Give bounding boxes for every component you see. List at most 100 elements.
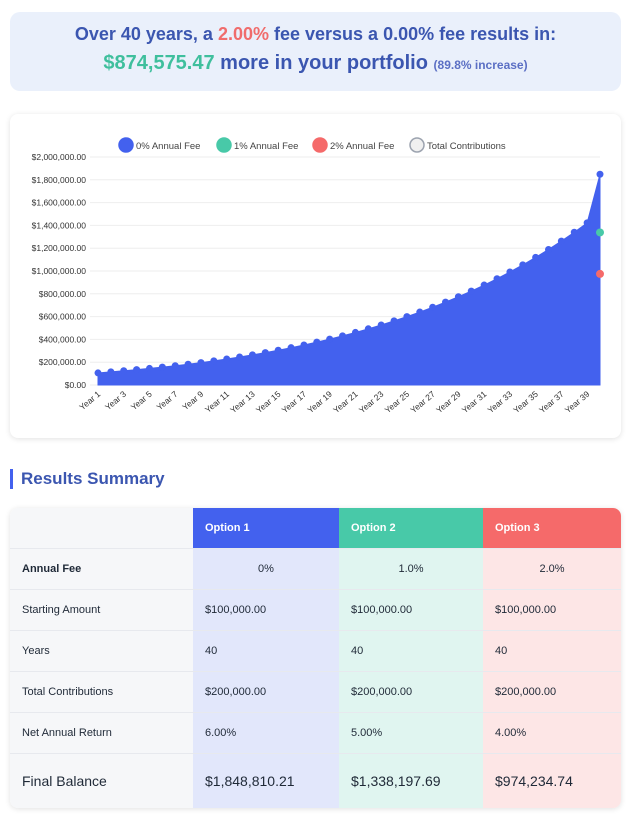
series-0pct-point [223, 355, 231, 363]
x-tick-label: Year 27 [408, 389, 437, 415]
legend-swatch-1 [118, 137, 134, 153]
y-tick-label: $1,400,000.00 [32, 220, 87, 230]
x-tick-label: Year 29 [434, 389, 463, 415]
cell-option-2: 40 [339, 630, 483, 672]
header-empty [10, 508, 193, 549]
cell-option-2: 5.00% [339, 712, 483, 754]
series-0pct-point [248, 351, 256, 359]
cell-option-2: $1,338,197.69 [339, 753, 483, 808]
results-summary-title: Results Summary [10, 469, 165, 489]
results-table: Option 1 Option 2 Option 3 Annual Fee 0%… [10, 508, 621, 808]
y-tick-label: $0.00 [65, 380, 87, 390]
series-0pct-point [390, 317, 398, 325]
series-0pct-point [107, 368, 115, 376]
table-row: Net Annual Return 6.00% 5.00% 4.00% [10, 712, 621, 754]
legend-label-2: 1% Annual Fee [234, 141, 298, 152]
x-tick-label: Year 15 [254, 389, 283, 415]
banner-amount: $874,575.47 [103, 52, 215, 74]
series-0pct-point [274, 346, 282, 354]
result-banner: Over 40 years, a 2.00% fee versus a 0.00… [10, 12, 621, 91]
table-row: Starting Amount $100,000.00 $100,000.00 … [10, 589, 621, 631]
series-0pct-point [339, 332, 347, 340]
banner-mid: fee versus a [269, 24, 384, 44]
cell-option-3: $200,000.00 [483, 671, 621, 713]
series-0pct-point [416, 308, 424, 316]
table-header-row: Option 1 Option 2 Option 3 [10, 508, 621, 549]
table-row-final-balance: Final Balance $1,848,810.21 $1,338,197.6… [10, 753, 621, 808]
cell-option-1: 0% [193, 548, 339, 590]
x-tick-label: Year 1 [77, 389, 102, 412]
row-label: Net Annual Return [10, 712, 193, 754]
x-tick-label: Year 23 [357, 389, 386, 415]
y-tick-label: $200,000.00 [39, 357, 87, 367]
header-option-2: Option 2 [339, 508, 483, 549]
series-0pct-point [454, 293, 462, 301]
x-tick-label: Year 21 [331, 389, 360, 415]
series-0pct-point [133, 366, 141, 374]
x-tick-label: Year 33 [486, 389, 515, 415]
legend-label-3: 2% Annual Fee [330, 141, 394, 152]
y-tick-label: $1,800,000.00 [32, 175, 87, 185]
x-tick-label: Year 25 [383, 389, 412, 415]
banner-increase: (89.8% increase) [433, 58, 528, 72]
y-tick-label: $1,600,000.00 [32, 198, 87, 208]
table-row: Total Contributions $200,000.00 $200,000… [10, 671, 621, 713]
series-0pct-point [403, 313, 411, 321]
series-0pct-point [261, 349, 269, 357]
cell-option-2: $100,000.00 [339, 589, 483, 631]
series-0pct-point [467, 287, 475, 295]
row-label: Years [10, 630, 193, 672]
y-tick-label: $400,000.00 [39, 334, 87, 344]
series-0pct-point [545, 245, 553, 253]
header-option-1: Option 1 [193, 508, 339, 549]
series-0pct-point [532, 253, 540, 261]
table-row: Years 40 40 40 [10, 630, 621, 672]
series-0pct-point [570, 228, 578, 236]
x-tick-label: Year 3 [103, 389, 128, 412]
legend-swatch-2 [216, 137, 232, 153]
banner-result: $874,575.47 more in your portfolio (89.8… [10, 52, 621, 75]
growth-chart-card: 0% Annual Fee 1% Annual Fee 2% Annual Fee T… [10, 114, 621, 438]
cell-option-1: $100,000.00 [193, 589, 339, 631]
y-tick-label: $1,000,000.00 [32, 266, 87, 276]
x-tick-label: Year 39 [563, 389, 592, 415]
cell-option-3: $100,000.00 [483, 589, 621, 631]
cell-option-3: $974,234.74 [483, 753, 621, 808]
series-0pct-area [97, 174, 601, 386]
x-tick-label: Year 37 [537, 389, 566, 415]
cell-option-3: 4.00% [483, 712, 621, 754]
x-tick-label: Year 19 [305, 389, 334, 415]
legend-swatch-3 [312, 137, 328, 153]
series-0pct-point [351, 328, 359, 336]
series-0pct-point [197, 359, 205, 367]
series-0pct-point [506, 268, 514, 276]
legend-label-1: 0% Annual Fee [136, 141, 200, 152]
series-0pct-point [557, 237, 565, 245]
x-tick-label: Year 7 [154, 389, 179, 412]
series-2pct-point [596, 269, 604, 278]
series-0pct-point [236, 353, 244, 361]
cell-option-1: 40 [193, 630, 339, 672]
series-0pct-point [158, 363, 166, 371]
banner-amount-suffix: more in your portfolio [214, 52, 428, 74]
x-tick-label: Year 35 [511, 389, 540, 415]
y-tick-label: $800,000.00 [39, 289, 87, 299]
growth-chart: 0% Annual Fee 1% Annual Fee 2% Annual Fee T… [32, 137, 604, 415]
row-label: Starting Amount [10, 589, 193, 631]
series-0pct-point [120, 367, 128, 375]
series-0pct-point [326, 335, 334, 343]
series-0pct-point [596, 170, 604, 178]
x-tick-label: Year 13 [228, 389, 257, 415]
header-option-3: Option 3 [483, 508, 621, 549]
series-0pct-point [377, 321, 385, 329]
results-table-card: Option 1 Option 2 Option 3 Annual Fee 0%… [10, 508, 621, 808]
series-1pct-point [596, 228, 604, 237]
cell-option-2: $200,000.00 [339, 671, 483, 713]
banner-fee-high: 2.00% [217, 24, 269, 44]
series-0pct-point [519, 261, 527, 269]
series-0pct-point [287, 344, 295, 352]
banner-prefix: Over 40 years, a [74, 24, 218, 44]
series-0pct-point [145, 364, 153, 372]
x-tick-label: Year 17 [280, 389, 309, 415]
x-tick-label: Year 11 [203, 389, 231, 415]
